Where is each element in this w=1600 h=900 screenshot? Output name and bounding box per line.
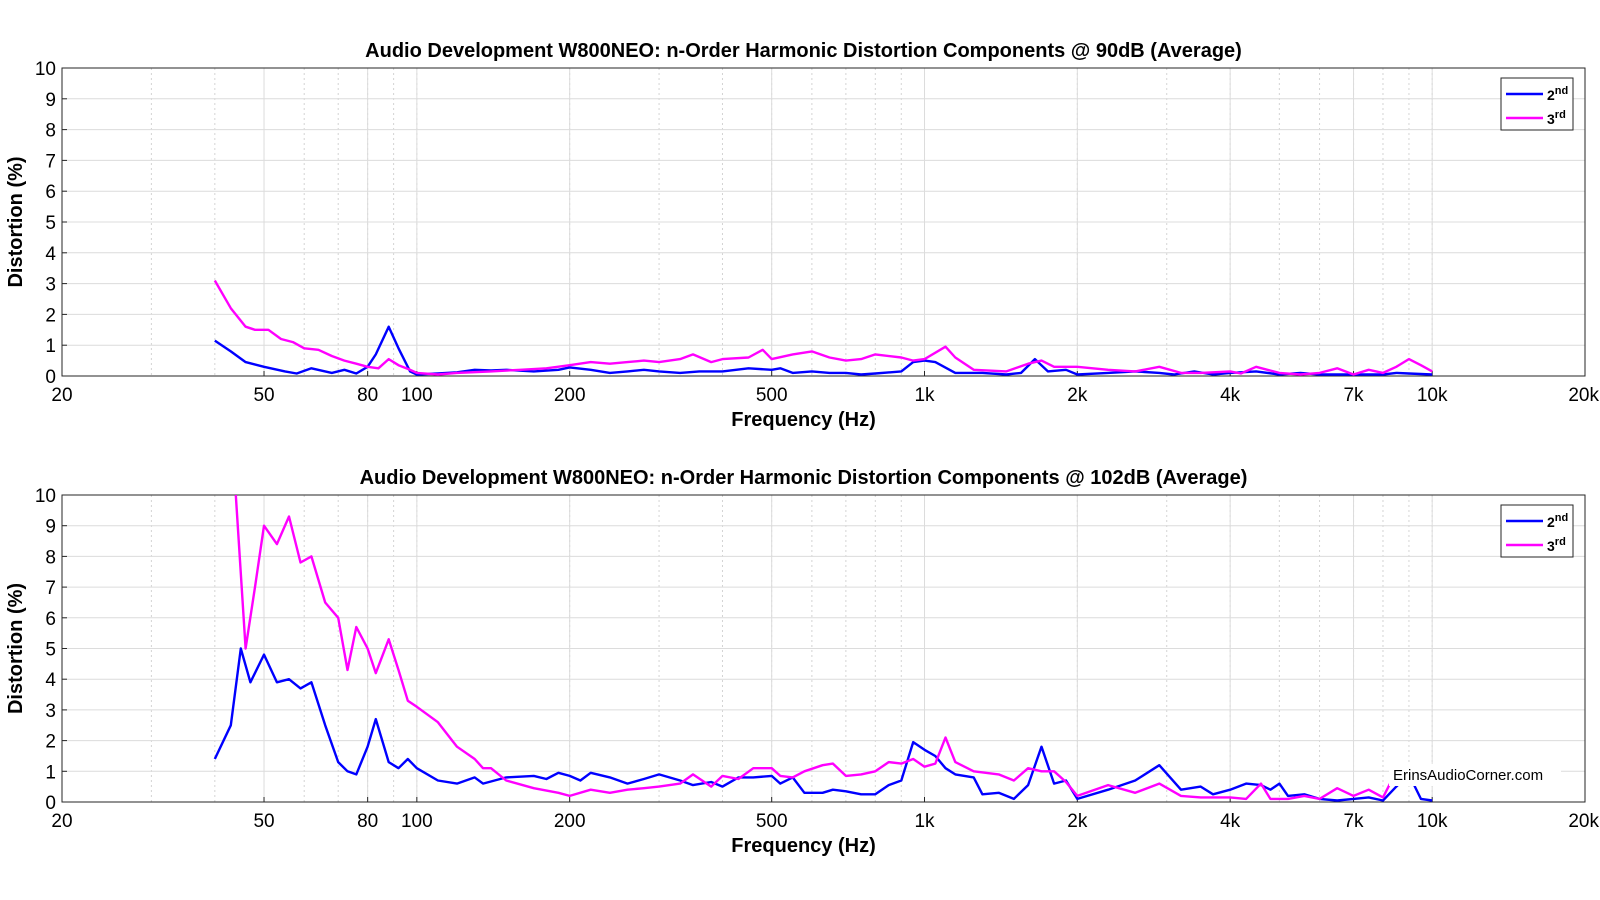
x-axis-label: Frequency (Hz) — [731, 835, 875, 857]
legend-entry-suffix: nd — [1555, 512, 1568, 524]
x-tick-label: 500 — [756, 811, 788, 832]
chart-panel-1: 0 1 2 3 4 5 6 7 8 9 10 20 50 80 100 200 500 1k 2k 4k 7k 10k 20… — [5, 40, 1599, 431]
y-tick-label: 7 — [45, 151, 56, 172]
x-tick-label: 4k — [1220, 811, 1241, 832]
series-line-2nd — [213, 647, 1433, 802]
x-tick-label: 20k — [1568, 811, 1599, 832]
series-lines — [213, 495, 1433, 802]
y-tick-label: 0 — [45, 367, 56, 388]
watermark-bg — [1389, 764, 1561, 786]
y-axis-label: Distortion (%) — [5, 156, 27, 287]
major-gridlines — [61, 494, 1586, 803]
chart-title: Audio Development W800NEO: n-Order Harmo… — [365, 40, 1242, 62]
x-tick-label: 80 — [357, 811, 378, 832]
series-line-3rd — [234, 495, 1410, 801]
x-tick-label: 20k — [1568, 385, 1599, 406]
y-tick-label: 5 — [45, 640, 56, 661]
series-line-2nd — [214, 325, 1433, 376]
x-tick-label: 2k — [1067, 811, 1088, 832]
legend-entry-number: 3 — [1547, 538, 1555, 554]
y-tick-label: 0 — [45, 793, 56, 814]
y-tick-label: 9 — [45, 517, 56, 538]
x-tick-label: 50 — [253, 811, 274, 832]
legend-entry-2nd: 2nd — [1547, 512, 1568, 530]
x-tick-label: 1k — [914, 385, 935, 406]
x-tick-label: 4k — [1220, 385, 1241, 406]
x-tick-label: 80 — [357, 385, 378, 406]
watermark-text: ErinsAudioCorner.com — [1393, 767, 1543, 784]
legend-entry-suffix: rd — [1555, 536, 1566, 548]
x-tick-label: 100 — [401, 811, 433, 832]
y-tick-label: 8 — [45, 121, 56, 142]
legend-entry-number: 2 — [1547, 87, 1555, 103]
x-tick-label: 7k — [1343, 385, 1364, 406]
y-tick-label: 8 — [45, 547, 56, 568]
x-tick-label: 200 — [554, 811, 586, 832]
legend-entry-3rd: 3rd — [1547, 109, 1566, 127]
y-tick-label: 9 — [45, 90, 56, 111]
x-tick-label: 7k — [1343, 811, 1364, 832]
legend-entry-suffix: rd — [1555, 109, 1566, 121]
y-tick-label: 3 — [45, 701, 56, 722]
y-tick-label: 1 — [45, 336, 56, 357]
legend: 2nd 3rd — [1500, 504, 1574, 558]
x-tick-label: 500 — [756, 385, 788, 406]
x-tick-label: 200 — [554, 385, 586, 406]
x-tick-label: 10k — [1417, 385, 1448, 406]
chart-title: Audio Development W800NEO: n-Order Harmo… — [360, 467, 1248, 489]
y-axis-label: Distortion (%) — [5, 583, 27, 714]
x-tick-label: 50 — [253, 385, 274, 406]
legend-box — [1500, 77, 1574, 131]
y-tick-label: 6 — [45, 182, 56, 203]
y-tick-label: 4 — [45, 670, 56, 691]
x-axis-label: Frequency (Hz) — [731, 409, 875, 431]
y-tick-label: 6 — [45, 609, 56, 630]
series-lines — [213, 279, 1433, 376]
x-tick-label: 10k — [1417, 811, 1448, 832]
y-tick-label: 3 — [45, 275, 56, 296]
legend-entry-suffix: nd — [1555, 85, 1568, 97]
x-tick-label: 100 — [401, 385, 433, 406]
y-tick-label: 2 — [45, 732, 56, 753]
y-tick-label: 10 — [35, 486, 56, 507]
legend: 2nd 3rd — [1500, 77, 1574, 131]
y-tick-label: 2 — [45, 305, 56, 326]
major-gridlines — [61, 67, 1586, 377]
legend-entry-number: 3 — [1547, 111, 1555, 127]
y-tick-label: 5 — [45, 213, 56, 234]
y-tick-label: 1 — [45, 762, 56, 783]
series-line-3rd — [213, 279, 1433, 376]
y-tick-label: 7 — [45, 578, 56, 599]
x-tick-label: 1k — [914, 811, 935, 832]
x-tick-label: 2k — [1067, 385, 1088, 406]
x-tick-label: 20 — [51, 385, 72, 406]
chart-panel-2: 0 1 2 3 4 5 6 7 8 9 10 20 50 80 100 200 500 1k 2k 4k 7k 10k 20… — [5, 467, 1599, 857]
y-tick-label: 4 — [45, 244, 56, 265]
legend-entry-number: 2 — [1547, 514, 1555, 530]
x-tick-label: 20 — [51, 811, 72, 832]
y-tick-label: 10 — [35, 59, 56, 80]
legend-entry-3rd: 3rd — [1547, 536, 1566, 554]
legend-entry-2nd: 2nd — [1547, 85, 1568, 103]
legend-box — [1500, 504, 1574, 558]
